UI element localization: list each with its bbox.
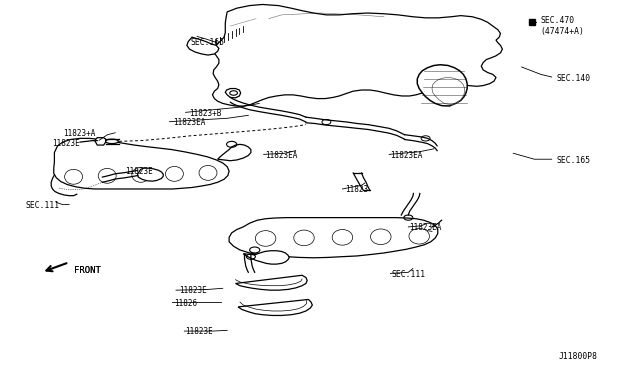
- PathPatch shape: [218, 144, 251, 161]
- Text: 11823EA: 11823EA: [173, 118, 205, 127]
- Ellipse shape: [255, 231, 276, 246]
- Text: 11823EA: 11823EA: [266, 151, 298, 160]
- PathPatch shape: [243, 251, 289, 264]
- Text: 11826: 11826: [174, 299, 197, 308]
- Ellipse shape: [409, 228, 429, 244]
- PathPatch shape: [417, 65, 467, 106]
- PathPatch shape: [187, 37, 219, 55]
- Text: 11823EA: 11823EA: [390, 151, 423, 160]
- Ellipse shape: [332, 230, 353, 245]
- Text: SEC.165: SEC.165: [191, 38, 225, 47]
- Text: J11800P8: J11800P8: [558, 352, 597, 361]
- Text: (47474+A): (47474+A): [541, 27, 585, 36]
- PathPatch shape: [54, 138, 229, 189]
- PathPatch shape: [238, 299, 312, 315]
- Text: SEC.111: SEC.111: [392, 270, 426, 279]
- Ellipse shape: [294, 230, 314, 246]
- Text: SEC.470: SEC.470: [541, 16, 575, 25]
- Text: 11823+A: 11823+A: [63, 129, 95, 138]
- PathPatch shape: [212, 4, 502, 106]
- Text: 11823E: 11823E: [52, 139, 80, 148]
- PathPatch shape: [236, 275, 307, 290]
- Text: 11823E: 11823E: [125, 167, 152, 176]
- Text: 11823EA: 11823EA: [410, 223, 442, 232]
- Ellipse shape: [99, 169, 116, 183]
- Text: 11823+B: 11823+B: [189, 109, 221, 118]
- PathPatch shape: [229, 218, 438, 258]
- Ellipse shape: [106, 139, 118, 144]
- Text: FRONT: FRONT: [74, 266, 100, 275]
- Text: 11823E: 11823E: [186, 327, 213, 336]
- Text: SEC.140: SEC.140: [557, 74, 591, 83]
- Text: SEC.165: SEC.165: [557, 156, 591, 165]
- Ellipse shape: [65, 169, 83, 184]
- Ellipse shape: [132, 167, 150, 182]
- PathPatch shape: [225, 89, 241, 98]
- Text: FRONT: FRONT: [74, 266, 100, 275]
- PathPatch shape: [95, 138, 106, 145]
- PathPatch shape: [138, 168, 163, 181]
- Ellipse shape: [165, 166, 184, 181]
- Text: 11823: 11823: [346, 185, 369, 194]
- Text: 11823E: 11823E: [179, 286, 207, 295]
- Ellipse shape: [371, 229, 391, 245]
- Text: SEC.111: SEC.111: [26, 201, 60, 210]
- Ellipse shape: [199, 166, 217, 180]
